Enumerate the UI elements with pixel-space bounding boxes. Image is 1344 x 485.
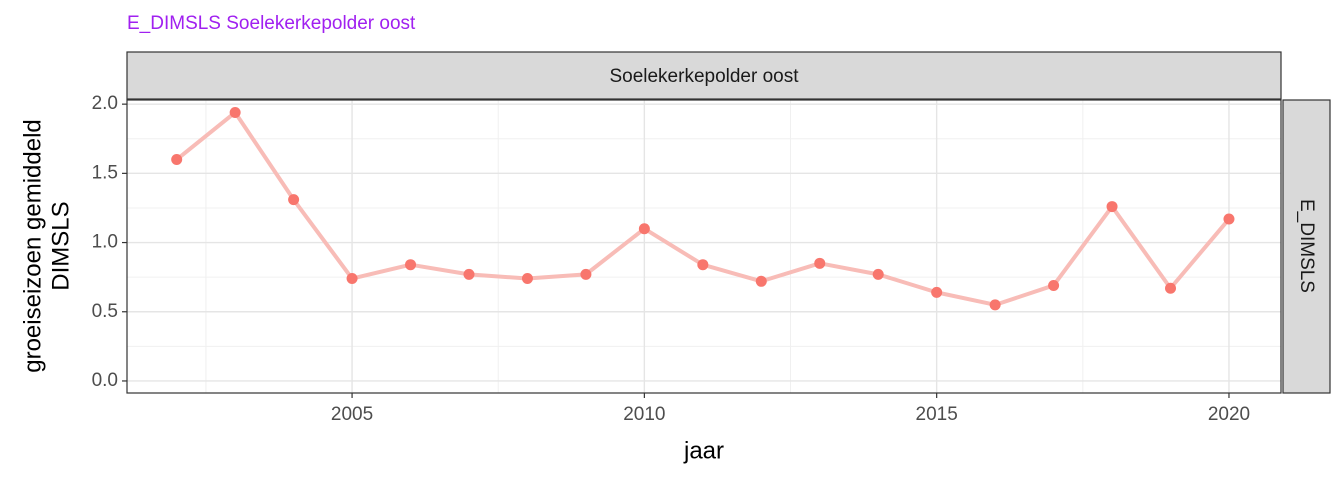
series-line [175,110,1231,307]
data-point [931,286,943,298]
data-point [521,273,533,285]
data-point [580,268,592,280]
data-point [346,273,358,285]
x-tick-label: 2010 [623,404,665,425]
x-tick-label: 2015 [916,404,958,425]
facet-label: Soelekerkepolder oost [609,66,799,87]
data-point [638,223,650,235]
data-point [1165,282,1177,294]
facet-strip [1282,99,1331,394]
y-axis-label: DIMSLS [47,201,74,290]
data-point [229,106,241,118]
y-tick-label: 2.0 [92,93,118,114]
data-point [171,154,183,166]
facet-strip [126,51,1282,100]
data-point [989,299,1001,311]
data-point [814,257,826,269]
data-point [288,194,300,206]
data-point [1048,279,1060,291]
data-point [1106,201,1118,213]
data-point [463,268,475,280]
y-tick-label: 1.0 [92,232,118,253]
facet-label: E_DIMSLS [1296,199,1317,293]
data-point [755,275,767,287]
y-tick-label: 1.5 [92,162,118,183]
y-tick-label: 0.0 [92,370,118,391]
data-point [405,259,417,271]
grid [127,100,1281,393]
data-point [697,259,709,271]
chart-title: E_DIMSLS Soelekerkepolder oost [127,13,416,34]
x-axis-label: jaar [683,437,724,464]
plot-area [171,106,1235,311]
data-point [1223,213,1235,225]
x-tick-label: 2020 [1208,404,1250,425]
x-tick-label: 2005 [331,404,373,425]
y-tick-label: 0.5 [92,301,118,322]
panel-border [126,99,1282,394]
data-point [872,268,884,280]
y-axis-label: groeiseizoen gemiddeld [19,119,46,373]
